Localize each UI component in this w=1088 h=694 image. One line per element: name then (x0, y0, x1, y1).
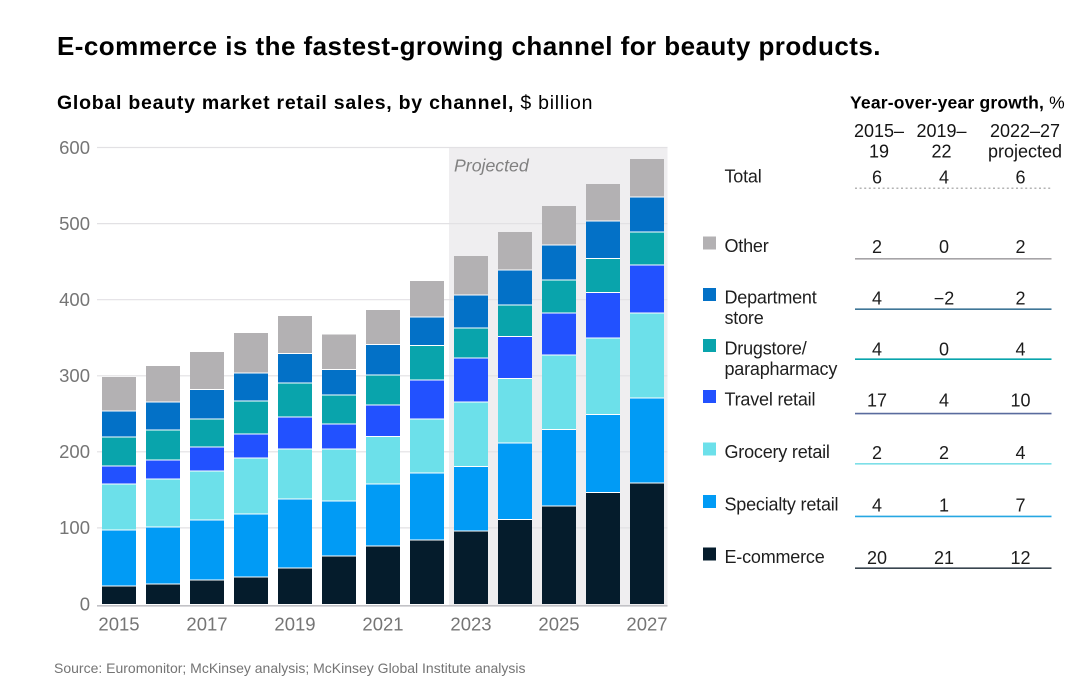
svg-text:2019–: 2019– (916, 121, 966, 141)
svg-text:400: 400 (59, 289, 90, 310)
svg-text:Total: Total (725, 167, 762, 187)
svg-text:200: 200 (59, 441, 90, 462)
svg-text:10: 10 (1010, 391, 1030, 411)
svg-text:17: 17 (867, 391, 887, 411)
svg-text:21: 21 (934, 548, 954, 568)
svg-text:12: 12 (1010, 548, 1030, 568)
svg-text:4: 4 (939, 391, 949, 411)
svg-text:−2: −2 (934, 289, 955, 309)
svg-text:4: 4 (1015, 443, 1025, 463)
svg-text:Other: Other (725, 236, 769, 256)
svg-text:1: 1 (939, 496, 949, 516)
svg-text:store: store (725, 308, 764, 328)
svg-text:6: 6 (872, 168, 882, 188)
svg-text:2021: 2021 (362, 614, 403, 635)
svg-text:Specialty retail: Specialty retail (725, 495, 839, 515)
svg-text:2015–: 2015– (854, 121, 904, 141)
svg-text:2017: 2017 (186, 614, 227, 635)
svg-text:0: 0 (80, 593, 90, 614)
svg-text:6: 6 (1015, 168, 1025, 188)
svg-text:Department: Department (725, 288, 817, 308)
svg-text:2023: 2023 (450, 614, 491, 635)
svg-text:500: 500 (59, 213, 90, 234)
svg-text:4: 4 (872, 289, 882, 309)
svg-text:600: 600 (59, 137, 90, 158)
svg-text:4: 4 (1015, 340, 1025, 360)
svg-text:E-commerce: E-commerce (725, 547, 825, 567)
svg-text:19: 19 (869, 142, 889, 162)
svg-text:2: 2 (1015, 289, 1025, 309)
svg-text:2015: 2015 (98, 614, 139, 635)
svg-text:20: 20 (867, 548, 887, 568)
svg-text:2: 2 (872, 443, 882, 463)
svg-text:2019: 2019 (274, 614, 315, 635)
svg-text:300: 300 (59, 365, 90, 386)
svg-text:7: 7 (1015, 496, 1025, 516)
svg-text:4: 4 (872, 340, 882, 360)
svg-text:Projected: Projected (454, 156, 530, 176)
svg-text:2: 2 (872, 237, 882, 257)
svg-text:2: 2 (939, 443, 949, 463)
svg-text:4: 4 (939, 168, 949, 188)
svg-text:projected: projected (988, 142, 1062, 162)
svg-text:0: 0 (939, 340, 949, 360)
svg-text:2027: 2027 (626, 614, 667, 635)
svg-text:Drugstore/: Drugstore/ (725, 339, 807, 359)
svg-text:22: 22 (931, 142, 951, 162)
svg-text:100: 100 (59, 517, 90, 538)
svg-text:Grocery retail: Grocery retail (725, 442, 830, 462)
svg-text:2025: 2025 (538, 614, 579, 635)
svg-text:2: 2 (1015, 237, 1025, 257)
svg-text:Travel retail: Travel retail (725, 390, 816, 410)
svg-text:parapharmacy: parapharmacy (725, 359, 838, 379)
svg-text:2022–27: 2022–27 (990, 121, 1060, 141)
svg-text:0: 0 (939, 237, 949, 257)
svg-text:4: 4 (872, 496, 882, 516)
svg-text:Year-over-year growth, %: Year-over-year growth, % (850, 93, 1065, 113)
